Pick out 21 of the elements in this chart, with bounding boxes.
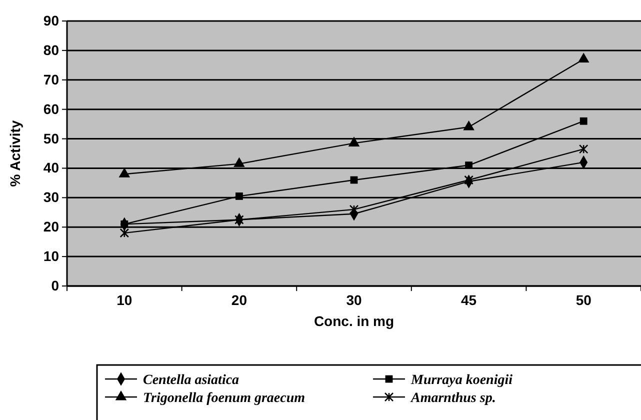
legend-label: Centella asiatica [143,373,240,388]
x-tick-label: 10 [116,292,132,308]
x-tick-label: 20 [231,292,248,308]
legend-label: Amarnthus sp. [410,391,496,406]
y-tick-label: 40 [43,160,60,176]
x-tick-label: 30 [346,292,362,308]
y-tick-label: 90 [43,12,60,28]
x-tick-label: 45 [461,292,477,308]
y-tick-label: 60 [43,100,60,117]
y-tick-label: 20 [43,218,60,235]
legend-label: Murraya koenigii [410,373,513,388]
y-tick-label: 30 [43,189,60,206]
legend-label: Trigonella foenum graecum [143,391,306,406]
x-axis-title: Conc. in mg [314,313,394,329]
y-axis-title: % Activity [7,120,23,187]
y-tick-label: 10 [43,248,60,264]
x-tick-label: 50 [576,292,592,308]
y-tick-label: 0 [51,277,60,294]
y-tick-label: 70 [43,71,60,88]
y-tick-label: 50 [43,130,60,146]
y-tick-label: 80 [43,42,60,58]
